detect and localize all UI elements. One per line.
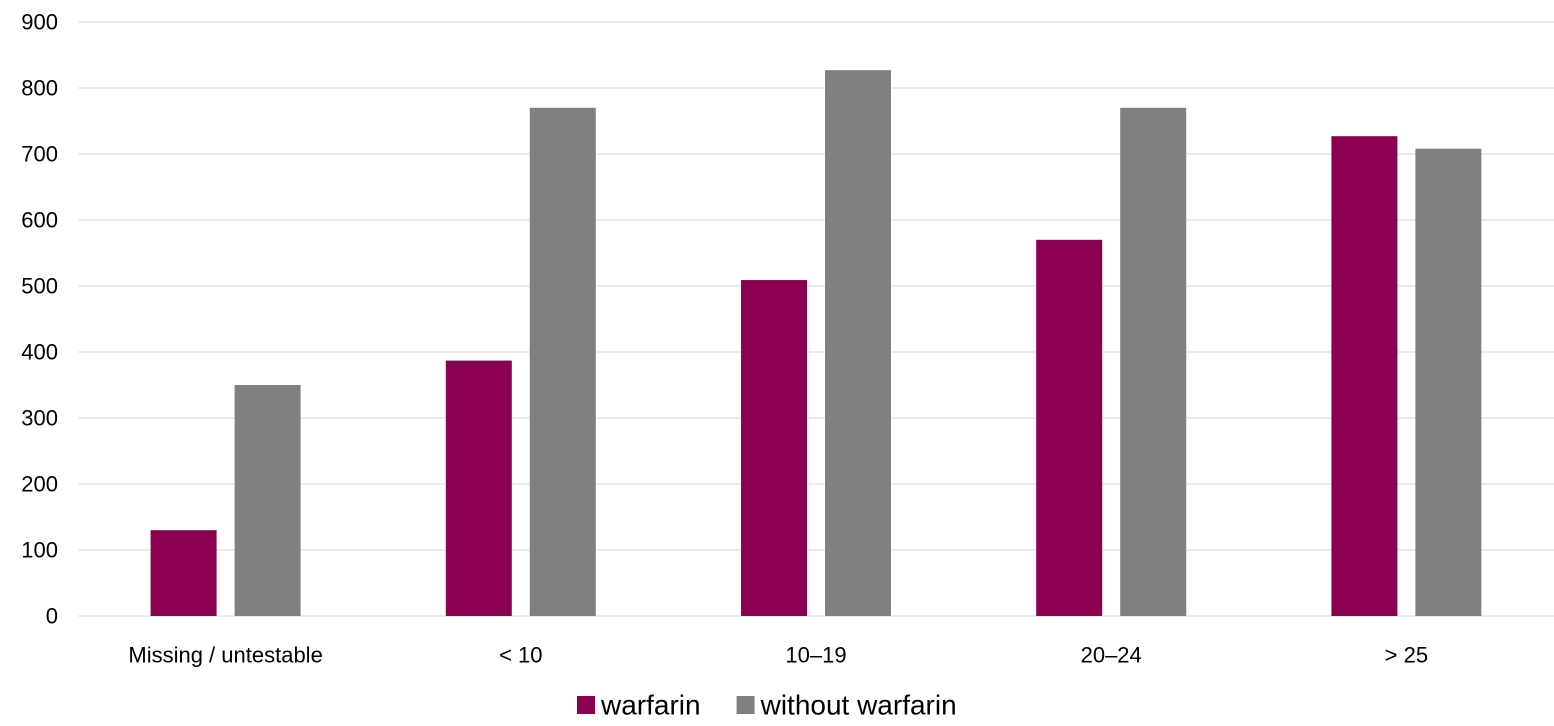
x-tick-label: Missing / untestable xyxy=(128,643,322,668)
y-tick-label: 800 xyxy=(21,76,58,101)
bar-warfarin-1 xyxy=(445,360,512,616)
y-tick-label: 200 xyxy=(21,472,58,497)
bar-warfarin-3 xyxy=(1036,239,1103,617)
x-tick-label: > 25 xyxy=(1385,643,1428,668)
bar-without-warfarin-3 xyxy=(1120,107,1187,617)
legend-swatch xyxy=(577,696,595,714)
legend-swatch xyxy=(736,696,755,714)
y-tick-label: 600 xyxy=(21,208,58,233)
x-tick-label: 10–19 xyxy=(785,643,846,668)
legend-item: without warfarin xyxy=(736,690,957,721)
y-tick-label: 400 xyxy=(21,340,58,365)
legend: warfarin without warfarin xyxy=(577,690,957,721)
bar-without-warfarin-4 xyxy=(1415,148,1482,616)
bar-warfarin-2 xyxy=(741,280,807,616)
bar-warfarin-4 xyxy=(1331,136,1398,616)
x-axis-tick-labels: Missing / untestable < 10 10–19 20–24 > 25 xyxy=(128,643,1428,668)
bar-warfarin-0 xyxy=(150,530,217,616)
y-tick-label: 500 xyxy=(21,274,58,299)
bar-without-warfarin-1 xyxy=(529,107,596,617)
y-tick-label: 700 xyxy=(21,142,58,167)
y-tick-label: 900 xyxy=(21,10,58,35)
legend-label: warfarin xyxy=(600,690,701,721)
bars xyxy=(150,70,1482,617)
x-tick-label: 20–24 xyxy=(1081,643,1142,668)
bar-without-warfarin-0 xyxy=(234,385,301,616)
x-tick-label: < 10 xyxy=(499,643,542,668)
legend-label: without warfarin xyxy=(760,690,957,721)
legend-item: warfarin xyxy=(577,690,701,721)
gridlines xyxy=(78,21,1554,617)
bar-without-warfarin-2 xyxy=(825,70,891,617)
y-tick-label: 100 xyxy=(21,538,58,563)
y-tick-label: 0 xyxy=(46,604,58,629)
y-axis-tick-labels: 0 100 200 300 400 500 600 700 800 900 xyxy=(21,10,58,629)
y-tick-label: 300 xyxy=(21,406,58,431)
